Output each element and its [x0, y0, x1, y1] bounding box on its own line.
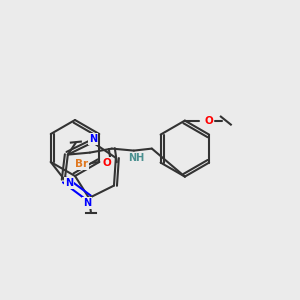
- Text: N: N: [89, 134, 97, 144]
- Text: O: O: [205, 116, 213, 126]
- Text: Br: Br: [75, 159, 88, 169]
- Text: O: O: [103, 158, 111, 168]
- Text: N: N: [83, 198, 91, 208]
- Text: NH: NH: [128, 153, 144, 163]
- Text: N: N: [65, 178, 73, 188]
